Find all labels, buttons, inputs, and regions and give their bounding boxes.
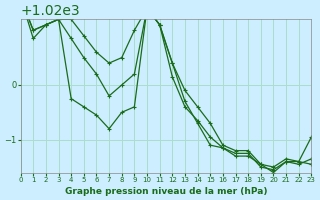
X-axis label: Graphe pression niveau de la mer (hPa): Graphe pression niveau de la mer (hPa) <box>65 187 267 196</box>
